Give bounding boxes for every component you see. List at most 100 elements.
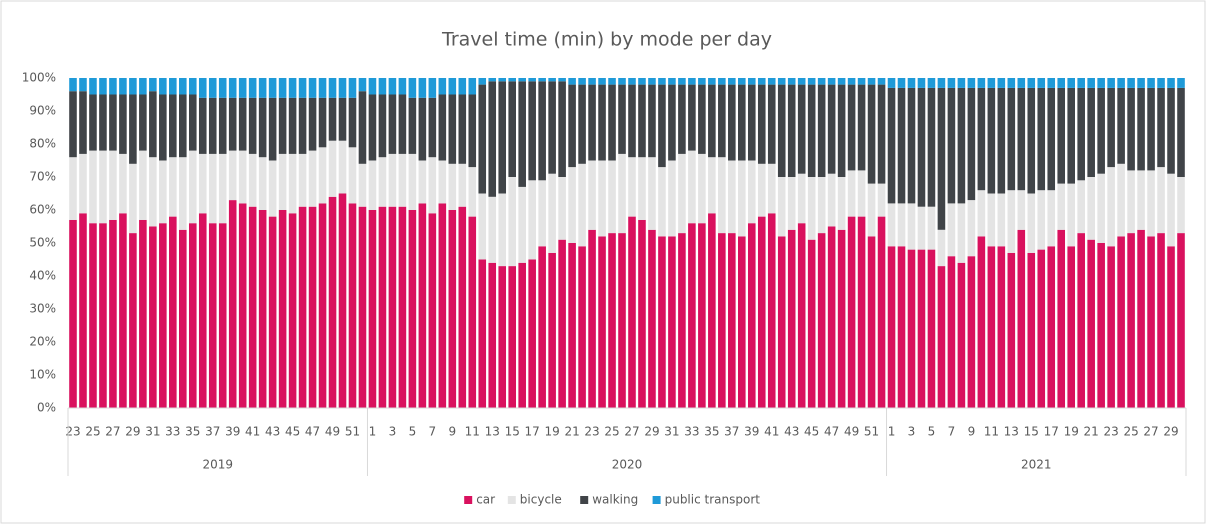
x-tick-label: 9 bbox=[968, 425, 976, 439]
bar-segment bbox=[109, 219, 117, 408]
x-tick-label: 51 bbox=[345, 425, 360, 439]
bar-segment bbox=[498, 193, 507, 267]
bar-segment bbox=[318, 78, 327, 98]
bar-segment bbox=[208, 153, 217, 224]
bar-segment bbox=[847, 78, 856, 85]
bar-segment bbox=[558, 239, 566, 408]
bar-segment bbox=[139, 94, 147, 151]
bar-segment bbox=[1037, 190, 1046, 250]
bar-segment bbox=[1067, 87, 1075, 184]
bar-segment bbox=[708, 78, 716, 85]
bar-segment bbox=[618, 153, 626, 234]
bar-segment bbox=[328, 78, 337, 98]
bar-segment bbox=[927, 78, 936, 88]
bar-segment bbox=[747, 223, 756, 408]
bar-segment bbox=[478, 78, 487, 85]
bar-segment bbox=[797, 223, 806, 408]
bar-segment bbox=[278, 97, 287, 154]
bar-segment bbox=[358, 78, 367, 92]
bar-segment bbox=[1007, 87, 1016, 191]
bar-segment bbox=[518, 78, 526, 82]
bar-segment bbox=[927, 206, 936, 250]
bar-segment bbox=[198, 153, 207, 214]
bar-segment bbox=[628, 78, 636, 85]
bar-segment bbox=[1057, 183, 1066, 230]
bar-segment bbox=[218, 153, 227, 224]
bar-segment bbox=[69, 91, 77, 158]
bar-segment bbox=[877, 84, 886, 184]
bar-segment bbox=[757, 78, 766, 85]
x-tick-label: 23 bbox=[65, 425, 80, 439]
x-tick-label: 11 bbox=[465, 425, 480, 439]
bar-segment bbox=[458, 94, 467, 164]
bar-segment bbox=[827, 84, 836, 174]
bar-segment bbox=[318, 147, 327, 204]
bar-segment bbox=[438, 94, 447, 161]
bar-segment bbox=[418, 97, 427, 161]
x-tick-label: 17 bbox=[1044, 425, 1059, 439]
bar-segment bbox=[498, 266, 507, 408]
bar-segment bbox=[278, 210, 287, 408]
bar-segment bbox=[528, 81, 536, 181]
x-tick-label: 43 bbox=[265, 425, 280, 439]
bar-segment bbox=[488, 196, 497, 263]
bar-segment bbox=[1147, 87, 1155, 171]
bar-segment bbox=[568, 167, 576, 243]
bar-segment bbox=[648, 229, 656, 408]
bar-segment bbox=[967, 78, 976, 88]
bar-segment bbox=[1117, 78, 1125, 88]
bar-segment bbox=[288, 153, 297, 214]
bar-segment bbox=[857, 78, 866, 85]
bar-segment bbox=[807, 177, 816, 240]
bar-segment bbox=[508, 81, 516, 177]
x-tick-label: 27 bbox=[624, 425, 639, 439]
bar-segment bbox=[358, 163, 367, 207]
bar-segment bbox=[688, 223, 696, 408]
x-tick-label: 17 bbox=[525, 425, 540, 439]
bar-segment bbox=[149, 78, 157, 92]
bar-segment bbox=[129, 94, 137, 164]
x-tick-label: 1 bbox=[888, 425, 896, 439]
bar-segment bbox=[917, 249, 926, 408]
bar-segment bbox=[947, 203, 956, 257]
bar-segment bbox=[119, 213, 127, 408]
bar-segment bbox=[548, 81, 556, 174]
bar-segment bbox=[208, 78, 217, 98]
bar-segment bbox=[558, 78, 566, 82]
bar-segment bbox=[598, 78, 606, 85]
bar-segment bbox=[508, 266, 516, 408]
bar-segment bbox=[398, 153, 407, 207]
x-tick-label: 25 bbox=[604, 425, 619, 439]
bar-segment bbox=[678, 153, 686, 234]
bar-segment bbox=[478, 259, 487, 408]
x-tick-label: 11 bbox=[984, 425, 999, 439]
bar-segment bbox=[698, 153, 706, 224]
bar-segment bbox=[1057, 78, 1066, 88]
bar-segment bbox=[857, 170, 866, 217]
bar-segment bbox=[69, 219, 77, 408]
bar-segment bbox=[708, 157, 716, 214]
bar-segment bbox=[757, 216, 766, 408]
bar-segment bbox=[777, 84, 786, 177]
bar-segment bbox=[1097, 78, 1105, 88]
bar-segment bbox=[658, 84, 666, 168]
bar-segment bbox=[478, 193, 487, 260]
bar-segment bbox=[897, 246, 906, 408]
bar-segment bbox=[89, 78, 97, 95]
bar-segment bbox=[89, 223, 97, 408]
bar-segment bbox=[1137, 170, 1145, 230]
bar-segment bbox=[528, 180, 536, 260]
y-tick-label: 90% bbox=[29, 104, 56, 118]
bar-segment bbox=[308, 150, 317, 207]
bar-segment bbox=[488, 262, 497, 408]
bar-segment bbox=[69, 78, 77, 92]
bar-segment bbox=[817, 233, 826, 408]
bar-segment bbox=[378, 157, 387, 207]
bar-segment bbox=[738, 160, 746, 237]
bar-segment bbox=[907, 78, 916, 88]
bar-segment bbox=[388, 153, 397, 207]
bar-segment bbox=[338, 78, 347, 98]
bar-segment bbox=[298, 153, 307, 207]
bar-segment bbox=[119, 78, 127, 95]
bar-segment bbox=[1007, 252, 1016, 408]
